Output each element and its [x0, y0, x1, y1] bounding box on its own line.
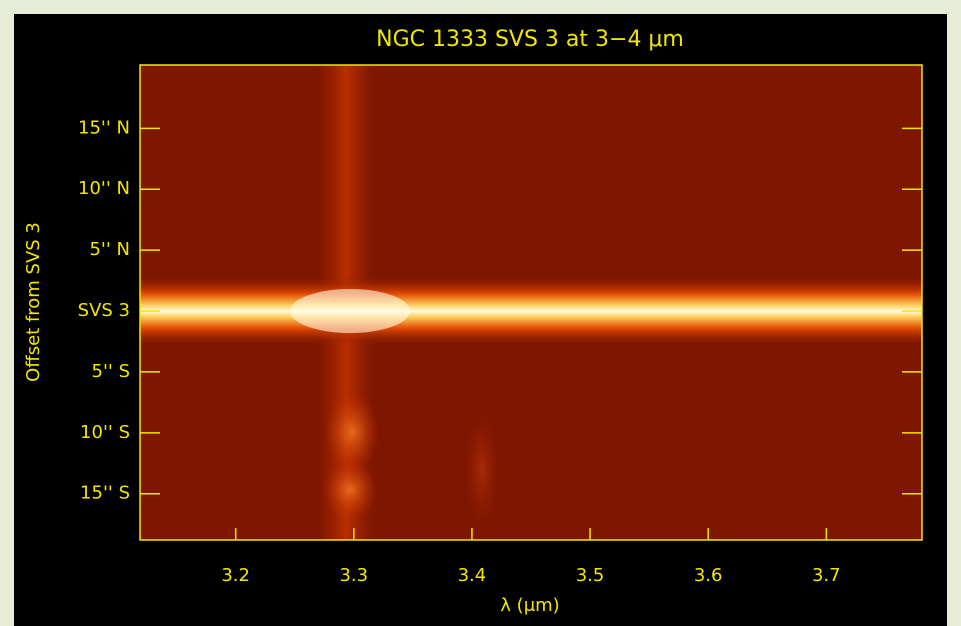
x-tick-label: 3.6 — [694, 565, 723, 586]
x-tick-label: 3.2 — [221, 565, 250, 586]
x-tick-label: 3.4 — [458, 565, 487, 586]
y-tick-label: 10'' S — [80, 422, 130, 443]
x-tick-label: 3.5 — [576, 565, 605, 586]
y-tick-label: 15'' N — [78, 117, 130, 138]
x-tick-label: 3.7 — [812, 565, 841, 586]
y-tick-label: 5'' N — [89, 239, 130, 260]
y-tick-label: 10'' N — [78, 178, 130, 199]
spectrum-image — [140, 65, 922, 540]
y-tick-label: 15'' S — [80, 483, 130, 504]
y-tick-label: SVS 3 — [78, 300, 130, 321]
plot-border — [139, 64, 923, 541]
x-tick-label: 3.3 — [339, 565, 368, 586]
y-tick-label: 5'' S — [92, 361, 131, 382]
x-axis-label: λ (μm) — [500, 595, 559, 616]
y-axis-label: Offset from SVS 3 — [23, 222, 44, 382]
chart-title: NGC 1333 SVS 3 at 3−4 μm — [376, 27, 684, 52]
